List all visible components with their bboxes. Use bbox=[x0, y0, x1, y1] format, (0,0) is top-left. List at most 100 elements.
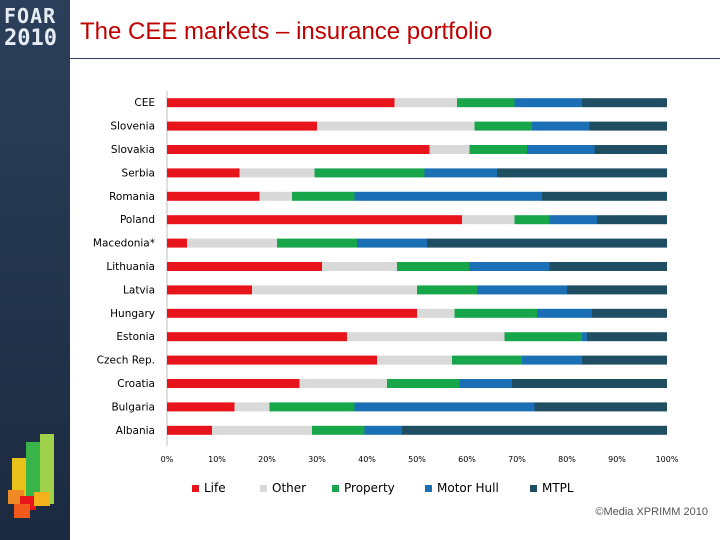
y-tick-label: Slovenia bbox=[110, 121, 155, 133]
y-tick-label: Czech Rep. bbox=[97, 355, 155, 367]
bar-segment bbox=[167, 425, 212, 435]
logo-year: 2010 bbox=[4, 26, 57, 51]
bar-segment bbox=[269, 402, 355, 412]
y-tick-label: Albania bbox=[116, 425, 155, 437]
bar-segment bbox=[469, 145, 527, 154]
bar-segment bbox=[532, 121, 590, 131]
bar-segment bbox=[457, 98, 515, 108]
bar-segment bbox=[187, 238, 277, 248]
x-tick-label: 90% bbox=[608, 455, 626, 464]
bar-segment bbox=[167, 191, 260, 201]
legend-label: Motor Hull bbox=[437, 481, 499, 495]
bar-segment bbox=[259, 191, 292, 201]
bar-segment bbox=[377, 355, 452, 365]
bar-segment bbox=[582, 355, 667, 365]
logo-text: FOAR bbox=[4, 4, 57, 28]
bar-segment bbox=[459, 379, 512, 388]
bar-segment bbox=[397, 262, 470, 271]
legend-label: MTPL bbox=[542, 481, 574, 495]
bar-segment bbox=[592, 308, 667, 318]
y-tick-label: Poland bbox=[120, 214, 155, 226]
bar-segment bbox=[167, 168, 240, 178]
bar-segment bbox=[504, 332, 582, 342]
x-tick-label: 50% bbox=[408, 455, 426, 464]
bar-segment bbox=[347, 332, 505, 342]
copyright-text: ©Media XPRIMM 2010 bbox=[595, 506, 708, 518]
bar-segment bbox=[424, 168, 497, 178]
legend-label: Property bbox=[344, 481, 395, 495]
bar-segment bbox=[497, 168, 667, 178]
legend-swatch bbox=[530, 485, 537, 492]
bar-segment bbox=[167, 98, 395, 108]
y-tick-label: Bulgaria bbox=[111, 401, 155, 413]
x-tick-label: 10% bbox=[208, 455, 226, 464]
bar-segment bbox=[454, 308, 537, 318]
bar-chart-cubes-icon bbox=[8, 434, 54, 518]
bar-segment bbox=[317, 121, 475, 131]
title-divider bbox=[70, 58, 720, 59]
bar-segment bbox=[567, 285, 667, 295]
bar-segment bbox=[542, 191, 667, 201]
bar-segment bbox=[299, 379, 387, 388]
x-tick-label: 70% bbox=[508, 455, 526, 464]
y-tick-label: Estonia bbox=[116, 331, 155, 343]
bar-segment bbox=[549, 215, 597, 225]
bar-segment bbox=[292, 191, 355, 201]
legend-label: Other bbox=[272, 481, 306, 495]
bar-segment bbox=[527, 145, 595, 154]
bar-segment bbox=[167, 215, 462, 225]
y-tick-label: Romania bbox=[109, 191, 155, 203]
x-tick-label: 30% bbox=[308, 455, 326, 464]
y-tick-label: CEE bbox=[134, 97, 155, 109]
bar-segment bbox=[357, 238, 427, 248]
bar-segment bbox=[239, 168, 315, 178]
legend-swatch bbox=[260, 485, 267, 492]
bar-segment bbox=[477, 285, 567, 295]
bar-segment bbox=[167, 402, 235, 412]
x-tick-label: 20% bbox=[258, 455, 276, 464]
bar-segment bbox=[234, 402, 270, 412]
bar-segment bbox=[387, 379, 460, 388]
bar-segment bbox=[167, 238, 187, 248]
bar-segment bbox=[549, 262, 667, 271]
x-tick-label: 0% bbox=[161, 455, 174, 464]
legend-swatch bbox=[192, 485, 199, 492]
bar-segment bbox=[452, 355, 522, 365]
bar-segment bbox=[469, 262, 550, 271]
bar-segment bbox=[167, 332, 347, 342]
bar-segment bbox=[417, 308, 455, 318]
legend-swatch bbox=[425, 485, 432, 492]
bar-segment bbox=[167, 285, 252, 295]
x-tick-label: 40% bbox=[358, 455, 376, 464]
legend-swatch bbox=[332, 485, 339, 492]
legend-label: Life bbox=[204, 481, 226, 495]
bar-segment bbox=[427, 238, 667, 248]
y-tick-label: Croatia bbox=[117, 378, 155, 390]
x-tick-label: 80% bbox=[558, 455, 576, 464]
y-tick-label: Macedonia* bbox=[93, 238, 155, 250]
bar-segment bbox=[167, 308, 417, 318]
bar-segment bbox=[167, 262, 322, 271]
bar-segment bbox=[474, 121, 532, 131]
sidebar: FOAR 2010 bbox=[0, 0, 70, 540]
y-tick-label: Latvia bbox=[123, 284, 155, 296]
bar-segment bbox=[354, 402, 535, 412]
bar-segment bbox=[522, 355, 582, 365]
logo: FOAR 2010 bbox=[4, 6, 66, 50]
bar-segment bbox=[167, 121, 317, 131]
bar-segment bbox=[512, 379, 667, 388]
bar-segment bbox=[514, 98, 582, 108]
bar-segment bbox=[402, 425, 667, 435]
bar-segment bbox=[429, 145, 470, 154]
bar-segment bbox=[534, 402, 667, 412]
bar-segment bbox=[582, 332, 587, 342]
bar-segment bbox=[354, 191, 542, 201]
bar-segment bbox=[252, 285, 417, 295]
bar-segment bbox=[589, 121, 667, 131]
bar-segment bbox=[597, 215, 667, 225]
y-tick-label: Slovakia bbox=[111, 144, 155, 156]
stacked-bar-chart: CEE Slovenia Slovakia Serbia Romania Poland Ma… bbox=[93, 91, 679, 495]
y-tick-label: Lithuania bbox=[106, 261, 155, 273]
bar-segment bbox=[394, 98, 457, 108]
x-tick-label: 60% bbox=[458, 455, 476, 464]
